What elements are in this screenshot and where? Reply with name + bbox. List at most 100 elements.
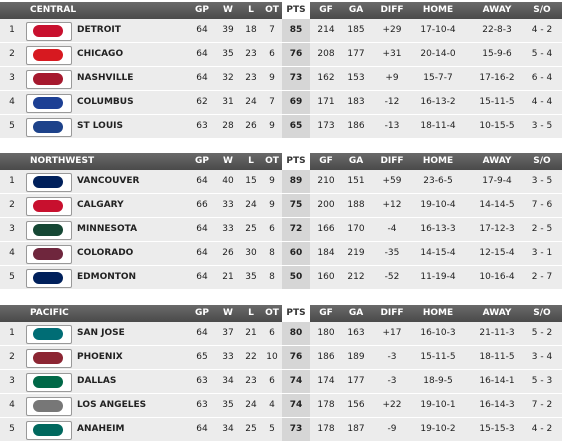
rank: 1 [9, 25, 15, 35]
stat-cell: 219 [347, 248, 365, 258]
stat-cell: 186 [317, 352, 335, 362]
stat-cell: +29 [382, 25, 402, 35]
team-name: DETROIT [77, 25, 121, 35]
stat-cell: -35 [384, 248, 400, 258]
stat-cell: 63 [196, 400, 208, 410]
team-logo [26, 325, 72, 344]
column-header: PTS [282, 305, 310, 322]
column-header: AWAY [482, 5, 512, 15]
team-logo [26, 269, 72, 288]
stat-cell: 186 [347, 121, 365, 131]
stat-cell: 189 [347, 352, 365, 362]
column-header: S/O [533, 156, 551, 166]
rank: 4 [9, 97, 15, 107]
stat-cell: 3 - 5 [531, 176, 553, 186]
division-name: PACIFIC [30, 308, 69, 318]
stat-cell: 17-12-3 [479, 224, 515, 234]
stat-cell: 33 [222, 352, 234, 362]
rank: 4 [9, 248, 15, 258]
stat-cell: 64 [196, 176, 208, 186]
stat-cell: 3 - 1 [531, 248, 553, 258]
stat-cell: 39 [222, 25, 234, 35]
stat-cell: 63 [196, 121, 208, 131]
stat-cell: 174 [317, 376, 335, 386]
stat-cell: 9 [269, 121, 275, 131]
stat-cell: 9 [269, 73, 275, 83]
team-logo [26, 70, 72, 89]
team-row: 1 VANCOUVER 64 40 15 9 89 210 151 +59 23-6-5 17-9-4… [0, 170, 562, 194]
stat-cell: 23 [245, 73, 257, 83]
column-header: GA [348, 5, 364, 15]
stat-cell: 16-10-3 [420, 328, 456, 338]
stat-cell: 156 [347, 400, 365, 410]
stat-cell: 69 [282, 91, 310, 114]
stat-cell: 28 [222, 121, 234, 131]
team-logo [26, 421, 72, 440]
stat-cell: 64 [196, 424, 208, 434]
stat-cell: 15-9-6 [482, 49, 512, 59]
rank: 2 [9, 352, 15, 362]
team-name: CALGARY [77, 200, 124, 210]
column-header: GP [195, 308, 209, 318]
stat-cell: 23 [245, 376, 257, 386]
team-row: 1 DETROIT 64 39 18 7 85 214 185 +29 17-10-4 22-8-3 4… [0, 19, 562, 43]
header-row: NORTHWEST GP W L OT PTS GF GA DIFF HOME AWAY S/O [0, 153, 562, 170]
stat-cell: 63 [196, 376, 208, 386]
column-header: OT [265, 308, 279, 318]
team-logo [26, 245, 72, 264]
stat-cell: 62 [196, 97, 208, 107]
team-logo [26, 94, 72, 113]
rank: 1 [9, 328, 15, 338]
column-header: GP [195, 5, 209, 15]
column-header: GA [348, 156, 364, 166]
team-name: DALLAS [77, 376, 117, 386]
stat-cell: 5 [269, 424, 275, 434]
stat-cell: 15 [245, 176, 257, 186]
team-row: 1 SAN JOSE 64 37 21 6 80 180 163 +17 16-10-3 21-11-… [0, 322, 562, 346]
stat-cell: 74 [282, 370, 310, 393]
stat-cell: -3 [387, 352, 397, 362]
column-header: DIFF [380, 156, 404, 166]
stat-cell: 163 [347, 328, 365, 338]
team-row: 2 CHICAGO 64 35 23 6 76 208 177 +31 20-14-0 15-9-6 5… [0, 43, 562, 67]
rank: 3 [9, 224, 15, 234]
stat-cell: 22 [245, 352, 257, 362]
stat-cell: 9 [269, 176, 275, 186]
stat-cell: 3 - 5 [531, 121, 553, 131]
rank: 4 [9, 400, 15, 410]
team-row: 4 COLUMBUS 62 31 24 7 69 171 183 -12 16-13-2 15-11-… [0, 91, 562, 115]
stat-cell: 3 - 4 [531, 352, 553, 362]
rank: 2 [9, 49, 15, 59]
stat-cell: 4 - 4 [531, 97, 553, 107]
stat-cell: 80 [282, 322, 310, 345]
stat-cell: +22 [382, 400, 402, 410]
stat-cell: 35 [222, 400, 234, 410]
stat-cell: 64 [196, 328, 208, 338]
stat-cell: 34 [222, 424, 234, 434]
stat-cell: 7 [269, 25, 275, 35]
stat-cell: +9 [385, 73, 399, 83]
stat-cell: 6 - 4 [531, 73, 553, 83]
stat-cell: -9 [387, 424, 397, 434]
rank: 2 [9, 200, 15, 210]
column-header: S/O [533, 308, 551, 318]
team-name: MINNESOTA [77, 224, 138, 234]
column-header: GF [319, 308, 333, 318]
team-logo [26, 221, 72, 240]
stat-cell: 200 [317, 200, 335, 210]
stat-cell: 33 [222, 224, 234, 234]
division-table: CENTRAL GP W L OT PTS GF GA DIFF HOME AWAY S/O 1 DETR… [0, 2, 562, 139]
column-header: L [248, 308, 254, 318]
column-header: W [223, 5, 233, 15]
rank: 5 [9, 272, 15, 282]
team-logo [26, 349, 72, 368]
stat-cell: 35 [245, 272, 257, 282]
team-row: 3 MINNESOTA 64 33 25 6 72 166 170 -4 16-13-3 17-12-… [0, 218, 562, 242]
team-logo [26, 46, 72, 65]
column-header: HOME [422, 308, 454, 318]
stat-cell: 73 [282, 418, 310, 441]
stat-cell: 5 - 2 [531, 328, 553, 338]
stat-cell: 4 - 2 [531, 424, 553, 434]
division-table: PACIFIC GP W L OT PTS GF GA DIFF HOME AWAY S/O 1 SAN … [0, 305, 562, 442]
stat-cell: 24 [245, 97, 257, 107]
